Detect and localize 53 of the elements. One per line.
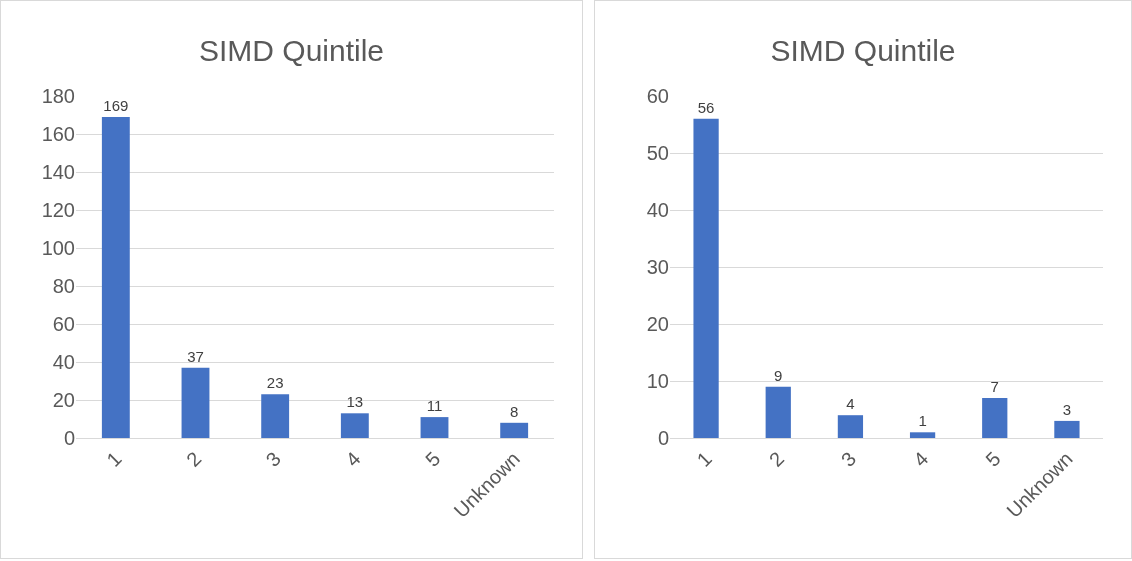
data-label: 4 xyxy=(846,395,855,413)
x-tick-label: 2 xyxy=(181,447,206,471)
y-tick-label: 10 xyxy=(646,370,669,392)
bar xyxy=(909,432,936,438)
data-label: 169 xyxy=(103,96,129,114)
chart-title: SIMD Quintile xyxy=(770,33,956,67)
bar xyxy=(420,417,449,438)
y-tick-label: 180 xyxy=(41,85,75,107)
data-label: 13 xyxy=(346,393,364,411)
y-tick-label: 20 xyxy=(646,313,669,335)
y-tick-label: 80 xyxy=(52,275,75,297)
y-tick-label: 0 xyxy=(63,427,75,449)
y-tick-label: 40 xyxy=(646,199,669,221)
bar xyxy=(982,398,1008,438)
y-tick-label: 40 xyxy=(52,351,75,373)
bar xyxy=(261,394,290,438)
data-label: 1 xyxy=(918,412,927,430)
bar xyxy=(837,415,864,438)
x-tick-label: 3 xyxy=(261,447,286,471)
x-tick-label: 5 xyxy=(981,447,1005,471)
x-tick-label: 3 xyxy=(836,447,861,471)
bar xyxy=(1054,420,1080,438)
bar xyxy=(500,422,529,438)
y-tick-label: 0 xyxy=(657,427,669,449)
data-label: 11 xyxy=(426,397,443,415)
x-tick-label: 4 xyxy=(341,447,365,471)
data-label: 9 xyxy=(774,366,783,384)
data-label: 7 xyxy=(990,378,999,396)
x-tick-label: 1 xyxy=(102,447,126,471)
bar xyxy=(181,367,210,438)
y-tick-label: 60 xyxy=(646,85,669,107)
bar xyxy=(765,386,791,438)
chart-title: SIMD Quintile xyxy=(198,33,385,67)
y-tick-label: 50 xyxy=(646,142,669,164)
y-tick-label: 30 xyxy=(646,256,669,278)
x-tick-label: 5 xyxy=(420,447,445,471)
data-label: 3 xyxy=(1062,400,1072,418)
x-tick-label: 4 xyxy=(909,447,933,471)
x-tick-label: 2 xyxy=(764,447,789,471)
y-tick-label: 160 xyxy=(41,123,75,145)
bar xyxy=(340,413,369,438)
bar xyxy=(693,118,719,438)
y-tick-label: 60 xyxy=(52,313,75,335)
data-label: 23 xyxy=(266,374,284,392)
y-tick-label: 20 xyxy=(52,389,75,411)
bar xyxy=(101,116,130,438)
y-tick-label: 120 xyxy=(41,199,75,221)
data-label: 56 xyxy=(697,98,715,116)
y-tick-label: 140 xyxy=(41,161,75,183)
data-label: 37 xyxy=(187,347,204,365)
x-tick-label: 1 xyxy=(692,447,716,471)
y-tick-label: 100 xyxy=(41,237,75,259)
data-label: 8 xyxy=(510,402,519,420)
